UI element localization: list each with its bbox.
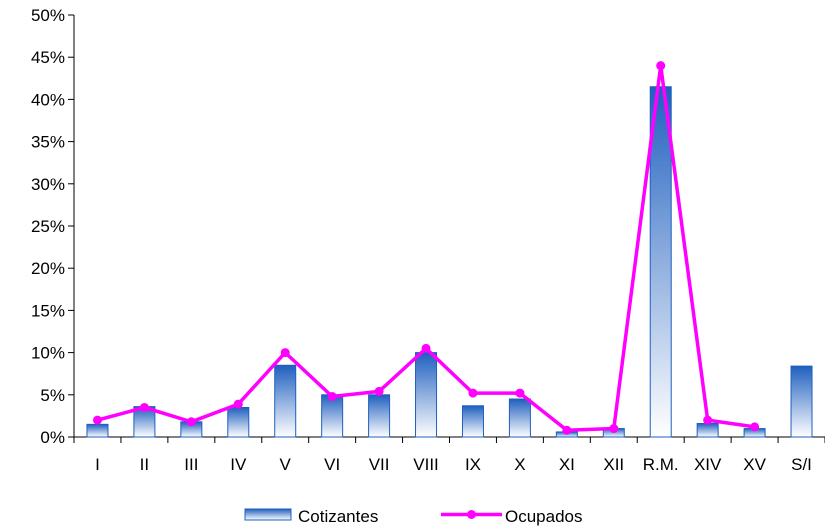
legend: Cotizantes Ocupados [244,507,583,526]
bar-cotizantes [649,86,672,438]
x-tick-label: VI [324,455,340,474]
point-ocupados [139,402,149,412]
bar-cotizantes [86,423,109,438]
x-tick-label: I [95,455,100,474]
x-tick-label: XI [559,455,575,474]
y-axis: 0% 5% 10% 15% 20% 25% 30% 35% 40% 45% 50% [31,6,75,447]
y-tick-label: 0% [40,428,65,447]
bar-cotizantes [415,352,438,438]
point-ocupados [562,425,572,435]
x-tick-label: V [280,455,292,474]
point-ocupados [609,424,619,434]
point-ocupados [421,343,431,353]
legend-swatch-ocupados-marker [467,510,476,519]
bar-cotizantes [461,405,484,438]
point-ocupados [515,388,525,398]
point-ocupados [280,348,290,358]
point-ocupados [468,388,478,398]
bar-cotizantes [696,422,719,438]
legend-label-cotizantes: Cotizantes [298,507,378,526]
x-tick-label: II [140,455,149,474]
x-axis: I II III IV V VI VII VIII IX X XI XII R.M. XIV XV S/I [73,436,825,474]
x-tick-label: IX [465,455,481,474]
bar-cotizantes [227,406,250,438]
point-ocupados [656,61,666,71]
x-tick-label: X [514,455,525,474]
point-ocupados [327,391,337,401]
x-tick-label: IV [230,455,247,474]
point-ocupados [186,417,196,427]
y-tick-label: 5% [40,386,65,405]
point-ocupados [374,386,384,396]
bar-cotizantes [790,365,813,438]
series-cotizantes-bars [86,86,813,438]
point-ocupados [233,399,243,409]
y-tick-label: 50% [31,6,65,25]
x-tick-label: R.M. [643,455,679,474]
x-tick-label: VIII [413,455,439,474]
legend-label-ocupados: Ocupados [505,507,583,526]
y-tick-label: 15% [31,301,65,320]
y-tick-label: 25% [31,217,65,236]
point-ocupados [750,422,760,432]
y-tick-label: 45% [31,48,65,67]
legend-swatch-cotizantes [244,508,292,521]
y-tick-label: 20% [31,259,65,278]
x-tick-label: XIV [694,455,722,474]
y-tick-label: 10% [31,344,65,363]
y-tick-label: 35% [31,133,65,152]
bar-cotizantes [508,398,531,438]
x-tick-label: XII [603,455,624,474]
point-ocupados [92,415,102,425]
series-ocupados-line [92,61,760,435]
bar-cotizantes [321,394,344,438]
x-tick-label: III [184,455,198,474]
x-tick-label: VII [369,455,390,474]
x-tick-label: XV [743,455,766,474]
y-tick-label: 40% [31,90,65,109]
y-tick-label: 30% [31,175,65,194]
point-ocupados [703,415,713,425]
bar-cotizantes [368,394,391,438]
bar-cotizantes [274,364,297,438]
x-tick-label: S/I [791,455,812,474]
